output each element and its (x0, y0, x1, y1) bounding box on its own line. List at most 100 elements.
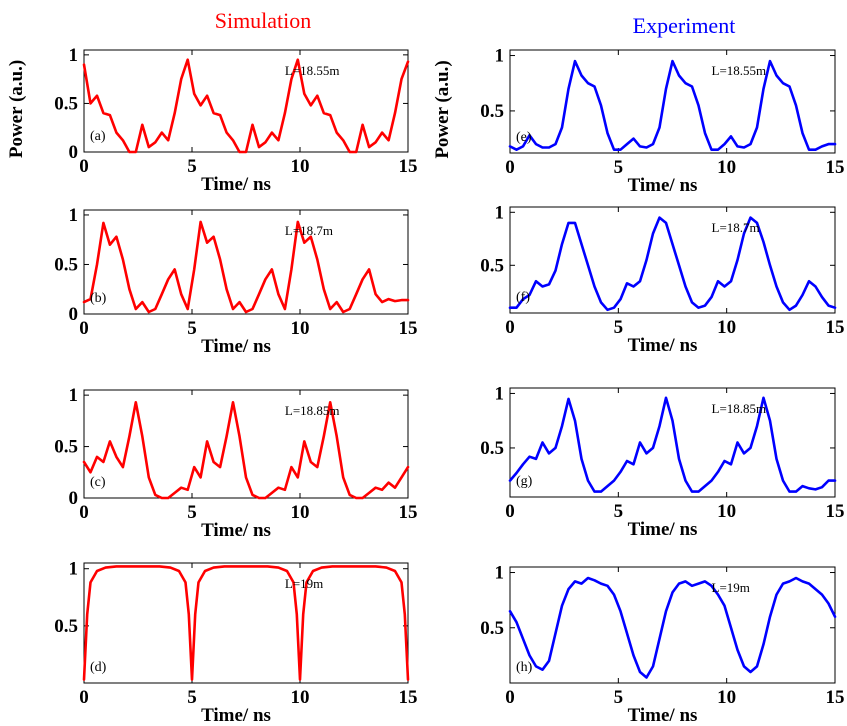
panel-label: (d) (90, 660, 107, 675)
y-tick-label: 0 (69, 304, 79, 325)
x-tick-label: 10 (291, 318, 310, 339)
axes-frame (509, 206, 836, 314)
panel-label: (b) (90, 291, 107, 306)
series-line-b (82, 220, 410, 314)
x-axis-label: Time/ ns (201, 705, 271, 726)
axes-frame (509, 49, 836, 154)
x-tick-label: 15 (826, 687, 845, 708)
panel-c: 0 5 10 15 0 0.5 1 Time/ ns (c) L=18.85m (54, 385, 417, 541)
axes-frame (83, 389, 409, 499)
panel-a: 0 5 10 15 0 0.5 1 Time/ ns Power (a.u.) (a) L=18.5… (6, 45, 418, 195)
length-annotation: L=19m (712, 580, 750, 595)
panel-g: 0 5 10 15 0.5 1 Time/ ns (g) L=18.85m (480, 383, 844, 540)
y-tick-label: 0.5 (480, 101, 504, 122)
x-tick-label: 0 (79, 687, 89, 708)
y-tick-label: 0 (69, 142, 79, 163)
axes-frame (509, 387, 836, 498)
x-tick-label: 0 (79, 318, 89, 339)
x-tick-label: 15 (399, 318, 418, 339)
series-line-d (82, 565, 410, 681)
y-axis-label: Power (a.u.) (6, 60, 27, 158)
x-axis-label: Time/ ns (628, 705, 698, 726)
x-axis-label: Time/ ns (628, 335, 698, 356)
panel-f: 0 5 10 15 0.5 1 Time/ ns (f) L=18.7m (480, 202, 844, 356)
y-tick-label: 1 (495, 46, 505, 67)
x-tick-label: 10 (717, 317, 736, 338)
y-tick-label: 0.5 (480, 255, 504, 276)
x-tick-label: 0 (505, 687, 515, 708)
simulation-title: Simulation (215, 8, 312, 33)
axes-frame (509, 566, 836, 684)
x-tick-label: 15 (826, 317, 845, 338)
y-tick-label: 0.5 (54, 254, 78, 275)
panel-label: (h) (516, 660, 533, 675)
x-tick-label: 5 (614, 317, 624, 338)
panel-label: (e) (516, 130, 532, 145)
panel-label: (a) (90, 129, 106, 144)
panel-b: 0 5 10 15 0 0.5 1 Time/ ns (b) L=18.7m (54, 205, 417, 357)
y-tick-label: 0.5 (54, 616, 78, 637)
y-tick-label: 1 (69, 385, 79, 406)
x-axis-label: Time/ ns (201, 174, 271, 195)
y-axis-label: Power (a.u.) (432, 60, 453, 158)
x-tick-label: 5 (614, 501, 624, 522)
axes-frame (83, 209, 409, 315)
panel-label: (f) (516, 290, 530, 305)
x-tick-label: 15 (826, 157, 845, 178)
y-tick-label: 1 (69, 45, 79, 66)
x-tick-label: 15 (399, 156, 418, 177)
x-tick-label: 5 (187, 687, 197, 708)
length-annotation: L=18.55m (285, 63, 340, 78)
x-tick-label: 0 (79, 156, 89, 177)
x-tick-label: 10 (717, 157, 736, 178)
y-tick-label: 0.5 (54, 437, 78, 458)
length-annotation: L=18.85m (712, 401, 767, 416)
x-tick-label: 5 (187, 156, 197, 177)
x-tick-label: 5 (614, 157, 624, 178)
x-axis-label: Time/ ns (628, 519, 698, 540)
series-line-g (508, 396, 837, 493)
y-tick-label: 0 (69, 488, 79, 509)
x-axis-label: Time/ ns (201, 336, 271, 357)
x-tick-label: 0 (505, 501, 515, 522)
x-axis-label: Time/ ns (201, 520, 271, 541)
axes-frame (83, 562, 409, 684)
length-annotation: L=18.55m (712, 63, 767, 78)
series-line-e (508, 59, 837, 151)
x-tick-label: 5 (187, 502, 197, 523)
series-line-h (508, 576, 837, 679)
x-tick-label: 10 (291, 156, 310, 177)
panel-label: (g) (516, 474, 533, 489)
y-tick-label: 0.5 (480, 438, 504, 459)
x-tick-label: 0 (79, 502, 89, 523)
panel-e: 0 5 10 15 0.5 1 Time/ ns Power (a.u.) (e) L=18.55… (432, 46, 845, 196)
x-tick-label: 10 (291, 502, 310, 523)
length-annotation: L=19m (285, 576, 323, 591)
series-line-a (82, 58, 410, 154)
panel-label: (c) (90, 475, 106, 490)
y-tick-label: 0.5 (54, 93, 78, 114)
x-tick-label: 10 (717, 687, 736, 708)
length-annotation: L=18.7m (285, 223, 333, 238)
x-tick-label: 0 (505, 157, 515, 178)
experiment-title: Experiment (633, 13, 736, 38)
series-line-f (508, 216, 837, 312)
y-tick-label: 0.5 (480, 618, 504, 639)
x-tick-label: 10 (717, 501, 736, 522)
x-axis-label: Time/ ns (628, 175, 698, 196)
y-tick-label: 1 (495, 563, 505, 584)
y-tick-label: 1 (69, 205, 79, 226)
x-tick-label: 10 (291, 687, 310, 708)
x-tick-label: 15 (826, 501, 845, 522)
y-tick-label: 1 (69, 559, 79, 580)
x-tick-label: 0 (505, 317, 515, 338)
x-tick-label: 15 (399, 502, 418, 523)
x-tick-label: 5 (614, 687, 624, 708)
panel-h: 0 5 10 15 0.5 1 Time/ ns (h) L=19m (480, 563, 844, 726)
length-annotation: L=18.85m (285, 403, 340, 418)
x-tick-label: 5 (187, 318, 197, 339)
y-tick-label: 1 (495, 202, 505, 223)
length-annotation: L=18.7m (712, 220, 760, 235)
